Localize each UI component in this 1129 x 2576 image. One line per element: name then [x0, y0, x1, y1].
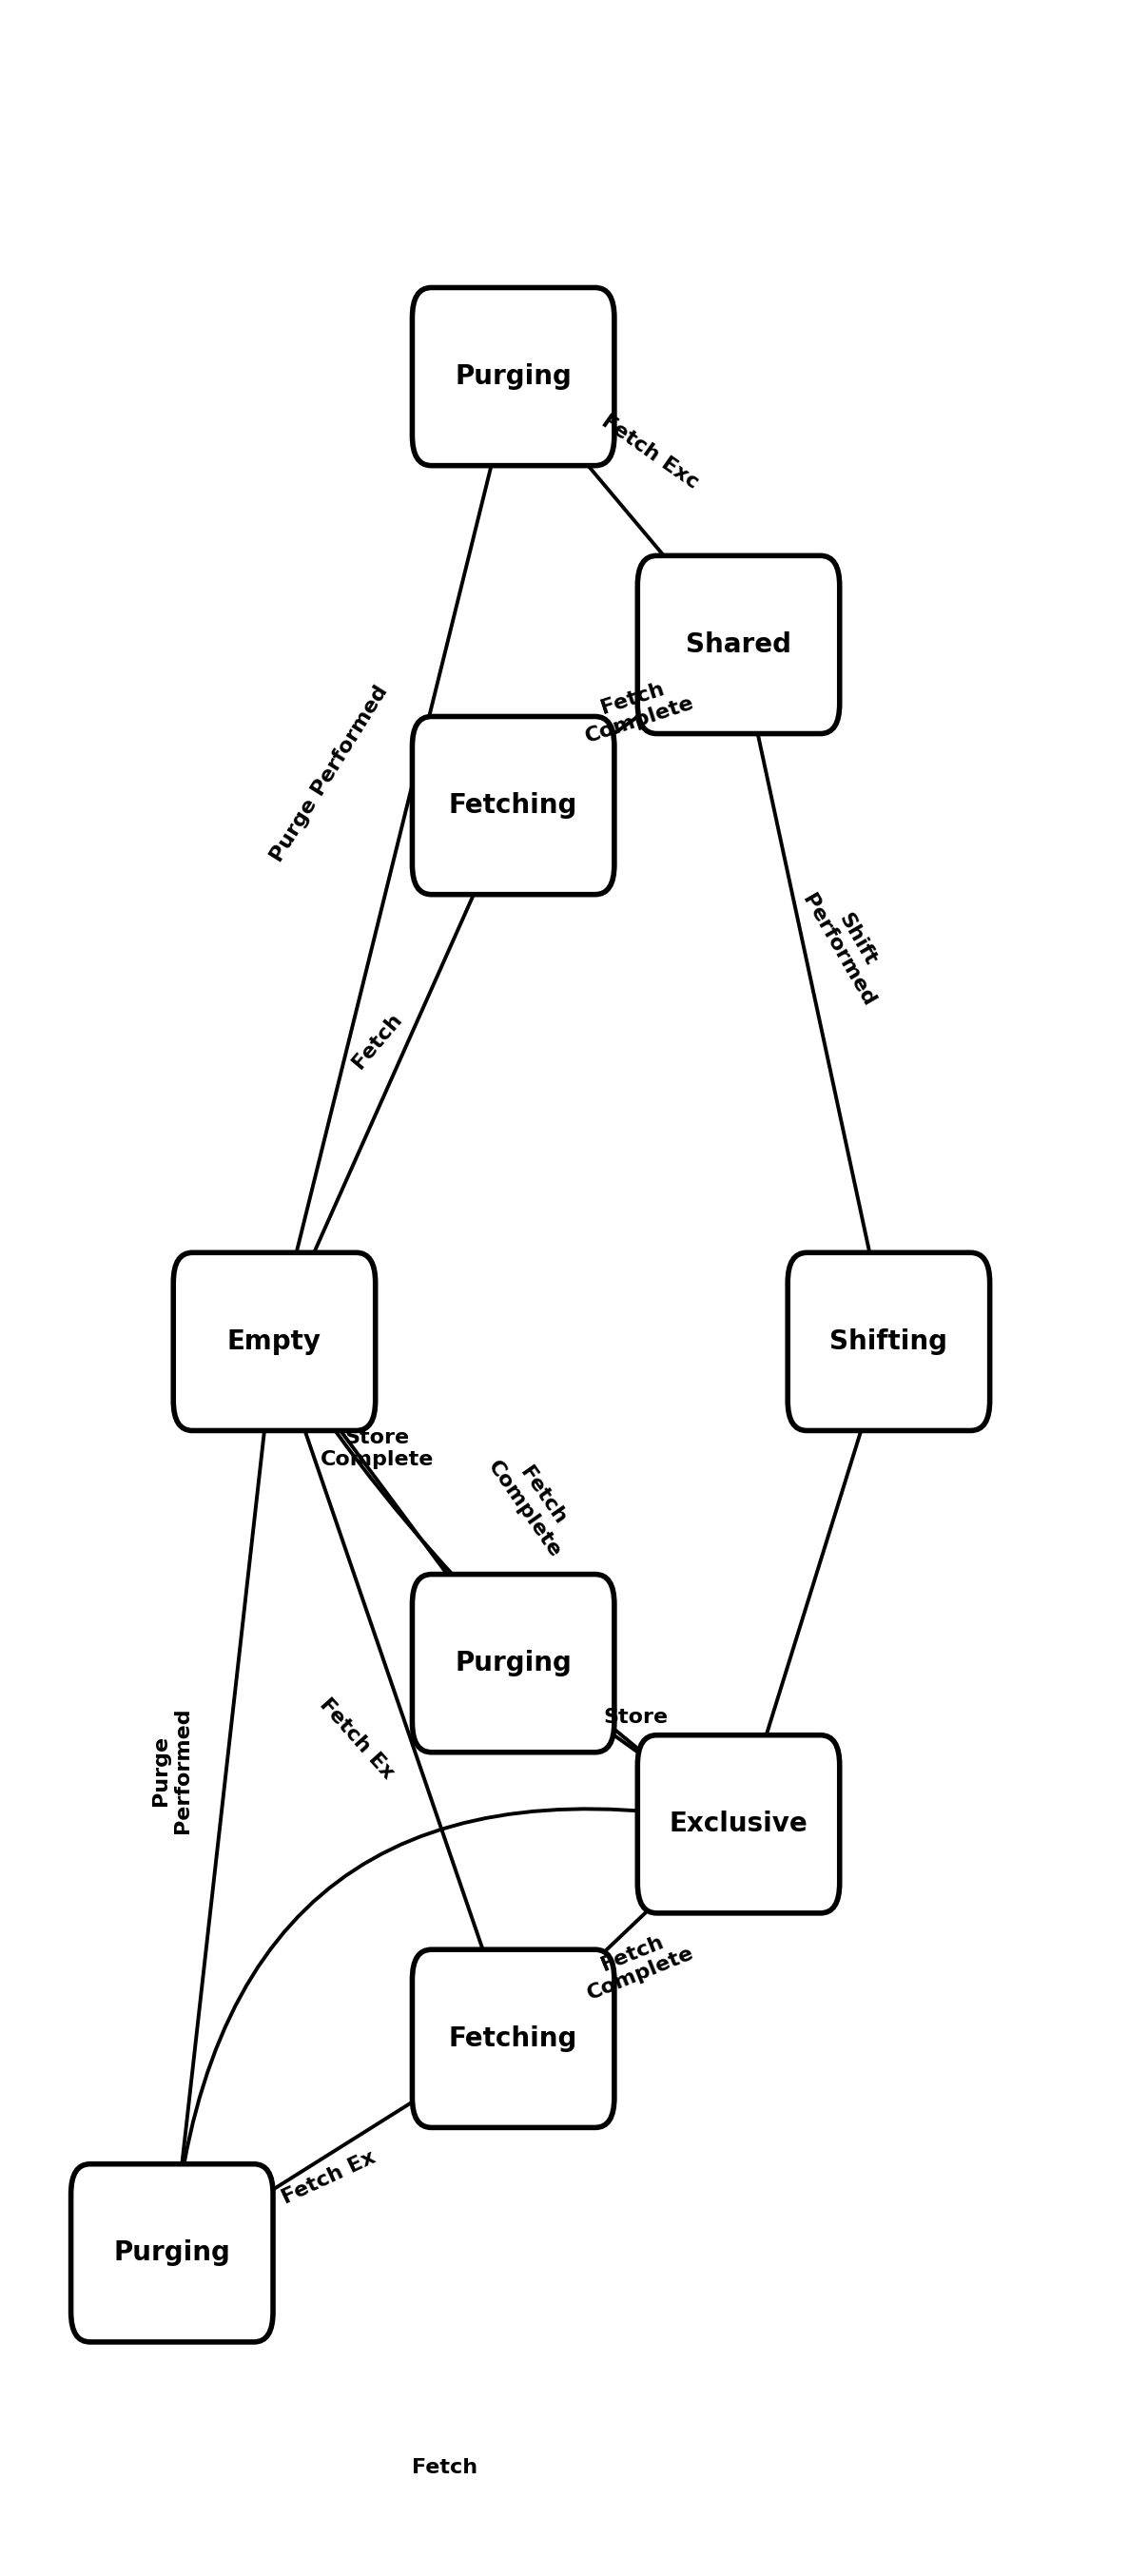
FancyBboxPatch shape [412, 716, 614, 894]
Text: Shifting: Shifting [830, 1329, 947, 1355]
FancyBboxPatch shape [638, 1736, 840, 1914]
Text: Shared: Shared [685, 631, 791, 657]
Text: Exclusive: Exclusive [669, 1811, 808, 1837]
Text: Shift
Performed: Shift Performed [798, 881, 898, 1010]
Text: Store: Store [604, 1708, 668, 1726]
Text: Fetch: Fetch [412, 2458, 478, 2478]
Text: Fetch
Complete: Fetch Complete [576, 672, 697, 747]
Text: Fetch Ex: Fetch Ex [279, 2148, 379, 2208]
Text: Purging: Purging [455, 363, 571, 389]
Text: Purging: Purging [114, 2239, 230, 2267]
FancyBboxPatch shape [174, 1252, 376, 1430]
FancyBboxPatch shape [412, 1950, 614, 2128]
Text: Fetch Exc: Fetch Exc [597, 412, 702, 492]
Text: Fetching: Fetching [449, 793, 578, 819]
Text: Purging: Purging [455, 1651, 571, 1677]
Text: Fetch Ex: Fetch Ex [315, 1695, 397, 1783]
Text: Fetch
Complete: Fetch Complete [576, 1924, 697, 2004]
Text: Empty: Empty [227, 1329, 322, 1355]
Text: Store
Complete: Store Complete [320, 1427, 434, 1468]
FancyBboxPatch shape [71, 2164, 273, 2342]
Text: Purge Performed: Purge Performed [266, 683, 391, 866]
FancyBboxPatch shape [412, 1574, 614, 1752]
FancyBboxPatch shape [788, 1252, 990, 1430]
FancyBboxPatch shape [412, 289, 614, 466]
Text: Fetch: Fetch [349, 1010, 405, 1072]
Text: Purge
Performed: Purge Performed [151, 1708, 193, 1834]
Text: Fetch
Complete: Fetch Complete [484, 1445, 584, 1561]
FancyBboxPatch shape [638, 556, 840, 734]
Text: Fetching: Fetching [449, 2025, 578, 2053]
